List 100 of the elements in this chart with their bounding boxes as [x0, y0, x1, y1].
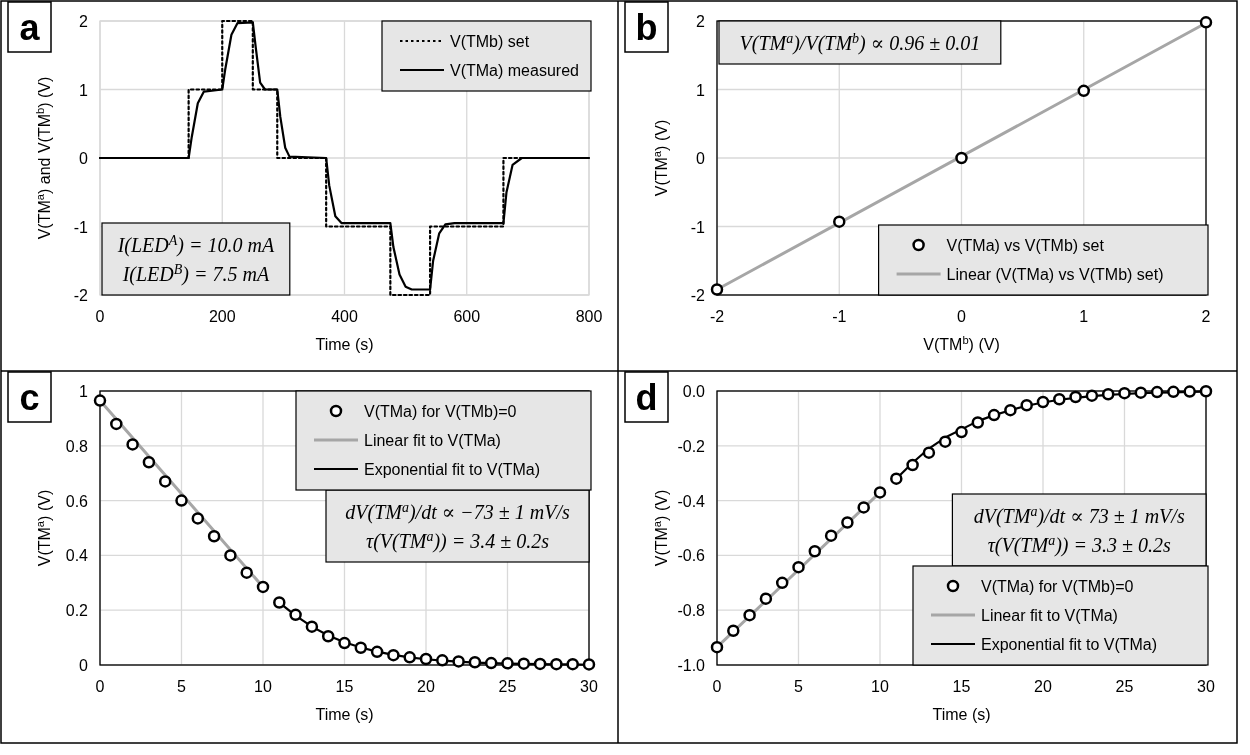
point: [321, 629, 335, 643]
point: [517, 657, 531, 670]
text: c: [19, 377, 40, 418]
point: [452, 655, 465, 668]
x-tick-label: 25: [498, 678, 517, 695]
point: [775, 576, 789, 590]
point: [403, 651, 416, 664]
x-tick-label: -1: [832, 308, 847, 325]
y-tick-label: 2: [79, 13, 89, 30]
point: [743, 608, 756, 622]
x-tick-label: 10: [871, 678, 889, 695]
x-axis-title: Time (s): [315, 706, 374, 723]
point: [710, 640, 724, 654]
y-tick-label: -1: [73, 218, 89, 236]
y-tick-label: 0.2: [65, 602, 89, 620]
point: [906, 458, 919, 472]
point: [808, 545, 822, 558]
point: [792, 560, 805, 574]
point: [1183, 385, 1196, 398]
point: [582, 658, 596, 671]
annotation: I(LED$^{B}$) = 7.5 mA: [121, 261, 270, 286]
legend-label: V(TMa) for V(TMb)=0: [981, 578, 1134, 595]
legend-label: V(TMa) for V(TMb)=0: [364, 403, 517, 420]
y-tick-label: 0.4: [65, 547, 89, 565]
annotation: τ(V(TM$^{a}$)) = 3.3 ± 0.2s: [987, 532, 1171, 557]
y-tick-label: -2: [690, 287, 706, 304]
text: b: [635, 7, 658, 48]
point: [338, 636, 351, 650]
point: [971, 416, 985, 429]
x-tick-label: 400: [331, 308, 358, 325]
point: [833, 215, 846, 228]
point: [256, 580, 270, 594]
point: [387, 648, 400, 662]
x-tick-label: 600: [453, 308, 481, 325]
x-tick-label: 0: [712, 678, 722, 695]
x-tick-label: 5: [177, 678, 187, 695]
point: [158, 475, 172, 488]
annotation: V(TM$^{a}$)/V(TM$^{b}$) ∝ 0.96 ± 0.01: [739, 30, 981, 55]
point: [484, 656, 498, 670]
x-axis-title: Time (s): [932, 706, 991, 723]
x-tick-label: 0: [95, 308, 105, 325]
y-tick-label: 0: [79, 150, 89, 167]
text: a: [19, 7, 41, 48]
y-tick-label: -0.2: [677, 437, 706, 455]
point: [110, 417, 123, 431]
y-tick-label: -0.6: [677, 547, 706, 565]
point: [841, 516, 854, 529]
x-tick-label: 2: [1201, 308, 1211, 325]
y-tick-label: 0.0: [682, 383, 706, 400]
legend-label: Linear fit to V(TMa): [364, 432, 501, 449]
legend-label: V(TMb) set: [450, 33, 530, 50]
annotation: dV(TM$^{a}$)/dt ∝ 73 ± 1 mV/s: [973, 503, 1185, 528]
point: [1101, 388, 1115, 401]
point: [824, 529, 838, 542]
point: [955, 425, 968, 439]
point: [1004, 403, 1017, 417]
point: [468, 656, 482, 669]
point: [1036, 395, 1050, 409]
point: [289, 608, 302, 622]
point: [566, 657, 579, 671]
y-tick-label: -0.8: [677, 602, 706, 620]
y-tick-label: 1: [79, 81, 89, 99]
y-tick-label: 0.6: [65, 492, 89, 510]
x-tick-label: 20: [417, 678, 435, 695]
point: [890, 472, 903, 485]
point: [533, 657, 547, 671]
x-tick-label: 15: [952, 678, 971, 695]
legend-label: Linear fit to V(TMa): [981, 607, 1118, 624]
point: [191, 512, 205, 525]
x-tick-label: 20: [1034, 678, 1052, 695]
point: [501, 657, 514, 670]
point: [370, 645, 384, 659]
point: [1134, 386, 1148, 399]
point: [1199, 385, 1213, 398]
point: [857, 501, 870, 514]
y-tick-label: 2: [696, 13, 706, 30]
annotation: τ(V(TM$^{a}$)) = 3.4 ± 0.2s: [365, 528, 550, 553]
y-tick-label: -1.0: [677, 657, 706, 674]
x-axis-title: Time (s): [315, 336, 374, 353]
point: [1020, 399, 1033, 412]
x-tick-label: -2: [709, 308, 725, 325]
point: [142, 455, 156, 469]
x-tick-label: 200: [208, 308, 236, 325]
y-tick-label: -2: [73, 287, 89, 304]
point: [922, 446, 936, 459]
point: [727, 624, 740, 637]
y-tick-label: 0: [79, 657, 89, 674]
point: [710, 283, 724, 296]
point: [1053, 392, 1066, 406]
point: [955, 151, 968, 165]
point: [354, 641, 368, 654]
text: d: [635, 377, 658, 418]
point: [1199, 16, 1213, 29]
x-tick-label: 30: [1197, 678, 1215, 695]
legend-label: Exponential fit to V(TMa): [981, 636, 1158, 653]
legend-label: V(TMa) vs V(TMb) set: [946, 237, 1105, 254]
point: [224, 549, 237, 562]
point: [207, 529, 221, 543]
point: [550, 657, 563, 671]
point: [759, 592, 773, 605]
